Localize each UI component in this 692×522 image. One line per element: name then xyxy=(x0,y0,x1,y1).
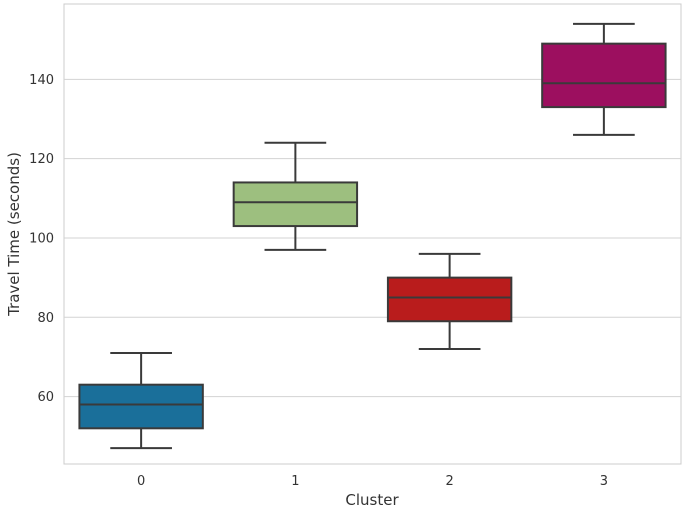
y-tick-label-120: 120 xyxy=(29,152,54,167)
box-cluster-3 xyxy=(541,22,667,136)
box-cluster-0 xyxy=(78,351,204,450)
y-tick-label-80: 80 xyxy=(37,311,54,326)
x-axis-label: Cluster xyxy=(345,491,399,509)
x-tick-label-3: 3 xyxy=(600,474,608,489)
y-tick-label-60: 60 xyxy=(37,390,54,405)
box-iqr xyxy=(386,276,513,323)
box-iqr xyxy=(78,383,204,430)
box-cluster-2 xyxy=(386,252,513,350)
y-tick-labels: 60 80 100 120 140 xyxy=(29,73,54,405)
y-tick-label-100: 100 xyxy=(29,231,54,246)
box-cluster-1 xyxy=(232,141,359,251)
box-iqr xyxy=(541,42,667,109)
y-axis-label: Travel Time (seconds) xyxy=(5,152,23,317)
box-iqr xyxy=(232,181,359,228)
x-tick-label-0: 0 xyxy=(137,474,145,489)
box-series xyxy=(78,22,667,450)
x-tick-label-2: 2 xyxy=(445,474,453,489)
x-tick-label-1: 1 xyxy=(291,474,299,489)
y-tick-label-140: 140 xyxy=(29,73,54,88)
x-tick-labels: 0 1 2 3 xyxy=(137,474,608,489)
